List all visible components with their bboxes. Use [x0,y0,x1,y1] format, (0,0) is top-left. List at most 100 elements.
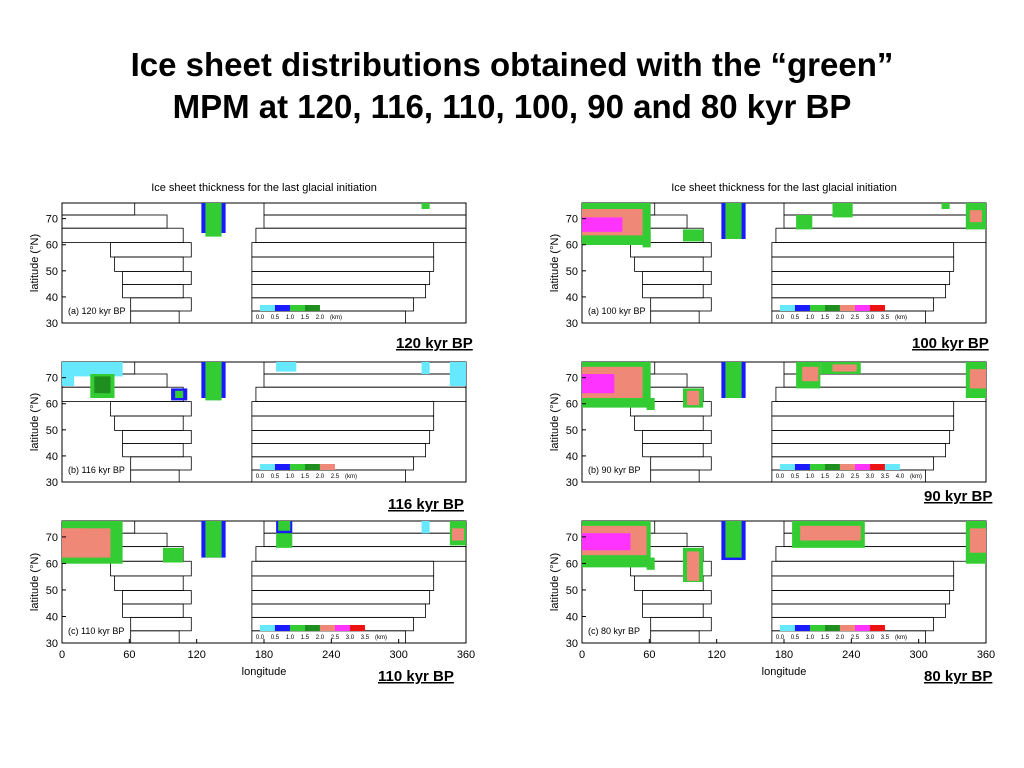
panel-caption: 80 kyr BP [924,668,992,685]
ice-patch [683,229,704,242]
x-tick-label: 120 [187,649,205,661]
land-outline [130,630,180,644]
colorbar-swatch [854,305,870,311]
ice-patch [421,203,430,209]
colorbar-label: 3.0 [866,315,875,321]
colorbar-label: 0.5 [791,635,800,641]
panel-label: (b) 116 kyr BP [68,465,125,475]
colorbar-label: 3.0 [866,474,875,480]
y-tick-label: 50 [46,425,58,437]
colorbar-swatch [274,464,290,470]
colorbar-swatch [779,305,795,311]
ice-patch [163,547,184,563]
panel-label: (a) 120 kyr BP [68,306,126,316]
colorbar-label: 1.0 [806,635,815,641]
colorbar-swatch [304,305,320,311]
slide-title: Ice sheet distributions obtained with th… [0,44,1024,128]
ice-patch [205,521,222,558]
ice-patch [802,366,819,382]
y-tick-label: 70 [566,214,578,226]
y-axis-label: latitude (°N) [549,553,561,611]
ice-patch [687,551,700,581]
y-tick-label: 50 [566,425,578,437]
chart-panel [61,202,467,324]
ice-patch [941,203,950,209]
x-tick-label: 0 [59,649,65,661]
y-tick-label: 40 [46,611,58,623]
y-tick-label: 30 [46,318,58,330]
colorbar-swatch [779,464,795,470]
colorbar-unit: (km) [345,474,357,480]
colorbar-swatch [304,464,320,470]
y-tick-label: 60 [566,240,578,252]
colorbar-label: 1.5 [821,635,830,641]
y-tick-label: 60 [566,399,578,411]
colorbar-label: 3.0 [346,635,355,641]
colorbar-swatch [839,305,855,311]
chart-panel [581,202,987,324]
chart-panel [581,361,987,483]
colorbar-swatch [334,625,350,631]
colorbar-swatch [824,305,840,311]
x-tick-label: 300 [909,649,927,661]
y-tick-label: 70 [46,532,58,544]
y-axis-label: latitude (°N) [549,234,561,292]
colorbar-label: 2.5 [331,474,340,480]
ice-patch [451,528,464,541]
y-tick-label: 50 [46,266,58,278]
colorbar-label: 4.0 [896,474,905,480]
y-tick-label: 30 [566,477,578,489]
colorbar-swatch [289,464,305,470]
ice-patch [278,521,291,531]
x-tick-label: 360 [457,649,475,661]
colorbar-swatch [869,464,885,470]
colorbar-swatch [259,305,275,311]
colorbar-label: 3.5 [361,635,370,641]
x-tick-label: 300 [389,649,407,661]
chart-panel [61,520,467,644]
ice-patch [421,521,430,534]
colorbar-label: 3.0 [866,635,875,641]
x-tick-label: 240 [322,649,340,661]
y-tick-label: 30 [46,638,58,650]
colorbar-swatch [274,305,290,311]
ice-patch [449,362,466,386]
ice-patch [800,525,861,541]
colorbar-swatch [319,625,335,631]
colorbar-swatch [289,305,305,311]
ice-patch [646,557,655,570]
colorbar-swatch [304,625,320,631]
colorbar-label: 1.5 [301,315,310,321]
y-axis-label: latitude (°N) [29,234,41,292]
y-tick-label: 30 [46,477,58,489]
chart-panel [581,520,987,644]
y-tick-label: 60 [46,240,58,252]
x-tick-label: 360 [977,649,995,661]
y-tick-label: 30 [566,638,578,650]
y-tick-label: 70 [566,532,578,544]
colorbar-swatch [824,625,840,631]
title-line-2: MPM at 120, 116, 110, 100, 90 and 80 kyr… [172,88,852,125]
y-tick-label: 30 [566,318,578,330]
ice-patch [175,390,184,398]
panel-caption: 116 kyr BP [388,496,464,513]
colorbar-label: 1.5 [301,474,310,480]
colorbar-swatch [809,625,825,631]
colorbar-label: 2.0 [836,315,845,321]
ice-patch [725,362,742,398]
colorbar-label: 2.0 [836,635,845,641]
colorbar-swatch [779,625,795,631]
colorbar-label: 0.0 [776,635,785,641]
x-tick-label: 60 [643,649,655,661]
colorbar-label: 0.5 [791,315,800,321]
ice-patch [687,390,700,406]
colorbar-label: 2.5 [851,474,860,480]
y-tick-label: 40 [566,451,578,463]
colorbar-unit: (km) [895,635,907,641]
x-axis-label: longitude [242,666,287,678]
ice-patch [62,528,83,553]
land-outline [130,310,180,324]
colorbar-swatch [869,305,885,311]
y-tick-label: 50 [566,585,578,597]
panel-label: (c) 80 kyr BP [588,626,640,636]
